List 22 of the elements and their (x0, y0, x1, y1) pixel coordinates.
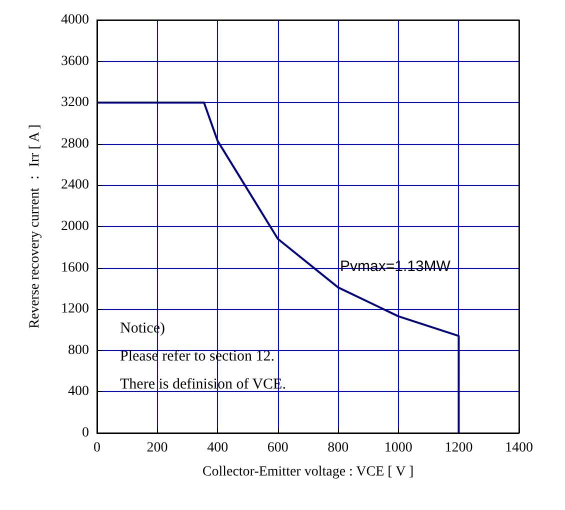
y-tick-label: 800 (68, 342, 89, 358)
y-tick-label: 2000 (61, 219, 89, 234)
x-tick-label: 0 (94, 440, 100, 456)
line-series (96, 102, 460, 434)
y-axis-title: Reverse recovery current ： Irr [ A ] (28, 124, 42, 329)
y-tick-label: 2800 (61, 136, 89, 152)
x-tick-label: 400 (207, 440, 228, 456)
x-tick-label: 1000 (384, 440, 412, 456)
y-tick-label: 1200 (61, 302, 89, 317)
x-axis-title: Collector-Emitter voltage : VCE [ V ] (202, 464, 414, 480)
y-tick-label: 4000 (61, 12, 89, 28)
y-tick-label: 0 (82, 426, 89, 440)
x-tick-label: 1400 (505, 440, 533, 456)
y-tick-label: 400 (68, 384, 89, 400)
x-tick-label: 800 (328, 440, 349, 456)
y-tick-label: 3600 (61, 54, 89, 69)
y-tick-label: 3200 (61, 95, 89, 110)
y-tick-label: 2400 (61, 178, 89, 193)
x-tick-label: 1200 (444, 440, 473, 456)
y-tick-label: 1600 (61, 260, 89, 276)
x-tick-label: 200 (146, 440, 168, 456)
x-tick-label: 600 (267, 440, 288, 456)
